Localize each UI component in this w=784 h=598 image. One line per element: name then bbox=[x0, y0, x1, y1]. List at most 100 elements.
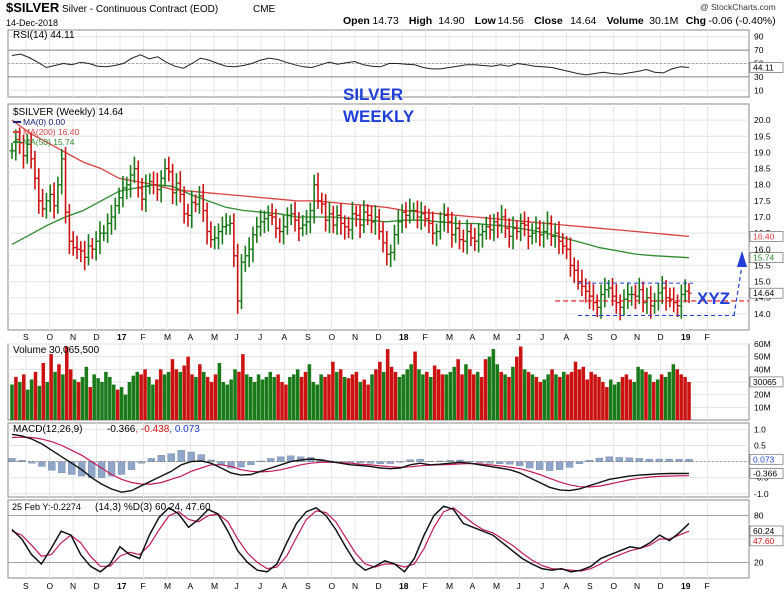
macd-histogram-bar bbox=[118, 462, 125, 475]
macd-histogram-bar bbox=[377, 462, 384, 464]
price-x-tick: D bbox=[94, 332, 100, 342]
volume-bar bbox=[14, 377, 18, 420]
volume-bar bbox=[249, 377, 253, 420]
volume-bar bbox=[660, 374, 664, 420]
macd-histogram-bar bbox=[576, 462, 583, 464]
volume-title: Volume 30,065,500 bbox=[13, 345, 100, 356]
bottom-x-tick: 18 bbox=[399, 581, 409, 591]
volume-bar bbox=[108, 377, 112, 420]
volume-bar bbox=[280, 382, 284, 420]
volume-bar bbox=[261, 379, 265, 420]
macd-histogram-bar bbox=[556, 462, 563, 470]
volume-bar bbox=[617, 382, 621, 420]
volume-bar bbox=[664, 377, 668, 420]
volume-bar bbox=[89, 387, 93, 420]
rsi-line bbox=[12, 54, 689, 75]
price-x-tick: D bbox=[658, 332, 664, 342]
volume-bar bbox=[476, 372, 480, 420]
chart-date: 14-Dec-2018 bbox=[6, 18, 58, 28]
volume-bar bbox=[77, 382, 81, 420]
volume-bar bbox=[323, 377, 327, 420]
volume-bar bbox=[45, 382, 49, 420]
volume-bar bbox=[460, 374, 464, 420]
volume-bar bbox=[511, 367, 515, 420]
volume-bar bbox=[672, 364, 676, 420]
macd-histogram-bar bbox=[506, 462, 513, 465]
bottom-x-tick: N bbox=[352, 581, 358, 591]
volume-bar bbox=[304, 372, 308, 420]
bottom-x-tick: A bbox=[564, 581, 570, 591]
close-value-flag-text: 14.64 bbox=[753, 288, 775, 298]
volume-bar bbox=[370, 374, 374, 420]
volume-bar bbox=[437, 369, 441, 420]
price-x-tick: S bbox=[587, 332, 593, 342]
price-x-tick: F bbox=[705, 332, 710, 342]
macd-histogram-bar bbox=[247, 462, 254, 465]
macd-histogram-bar bbox=[626, 458, 633, 462]
volume-bar bbox=[198, 364, 202, 420]
volume-bar bbox=[562, 372, 566, 420]
volume-bar bbox=[480, 377, 484, 420]
ohlc-label-open: Open bbox=[343, 15, 370, 27]
volume-bar bbox=[253, 382, 257, 420]
price-x-tick: N bbox=[70, 332, 76, 342]
volume-bar bbox=[570, 372, 574, 420]
volume-bar bbox=[69, 369, 73, 420]
stoch-cursor-readout: 25 Feb Y:-0.2274 bbox=[12, 502, 81, 512]
bottom-x-tick: S bbox=[305, 581, 311, 591]
price-x-tick: M bbox=[446, 332, 453, 342]
macd-histogram-bar bbox=[606, 457, 613, 462]
macd-histogram-bar bbox=[666, 459, 673, 462]
volume-bar bbox=[167, 372, 171, 420]
volume-bar bbox=[186, 357, 190, 420]
volume-bar bbox=[605, 387, 609, 420]
volume-bar bbox=[675, 369, 679, 420]
volume-bar bbox=[42, 363, 46, 420]
volume-bar bbox=[648, 374, 652, 420]
volume-bar bbox=[527, 372, 531, 420]
macd-histogram-bar bbox=[676, 459, 683, 461]
macd-histogram-bar bbox=[188, 452, 195, 462]
price-ytick: 20.0 bbox=[754, 115, 771, 125]
ohlc-value-low: 14.56 bbox=[498, 15, 524, 27]
volume-bar bbox=[34, 372, 38, 420]
volume-bar bbox=[515, 357, 519, 420]
pattern-label: XYZ bbox=[697, 289, 730, 308]
macd-histogram-bar bbox=[636, 458, 643, 461]
stoch-ytick: 20 bbox=[754, 557, 764, 567]
volume-bar bbox=[362, 379, 366, 420]
volume-bar bbox=[539, 382, 543, 420]
rsi-ytick: 90 bbox=[754, 32, 764, 42]
volume-bar bbox=[429, 377, 433, 420]
volume-bar bbox=[151, 385, 155, 420]
volume-bar bbox=[308, 364, 312, 420]
macd-title: MACD(12,26,9) bbox=[13, 424, 82, 435]
volume-bar bbox=[237, 372, 241, 420]
volume-bar bbox=[18, 382, 22, 420]
volume-bar bbox=[265, 377, 269, 420]
price-x-tick: A bbox=[564, 332, 570, 342]
bottom-x-tick: 19 bbox=[681, 581, 691, 591]
price-x-tick: J bbox=[258, 332, 262, 342]
volume-bar bbox=[225, 385, 229, 420]
volume-bar bbox=[175, 369, 179, 420]
volume-bar bbox=[550, 369, 554, 420]
volume-bar bbox=[241, 354, 245, 420]
bottom-x-tick: M bbox=[446, 581, 453, 591]
volume-bar bbox=[179, 372, 183, 420]
volume-bar bbox=[601, 382, 605, 420]
volume-bar bbox=[359, 382, 363, 420]
bottom-x-tick: M bbox=[493, 581, 500, 591]
volume-bar bbox=[257, 374, 261, 420]
volume-bar bbox=[10, 385, 14, 420]
volume-bar bbox=[300, 377, 304, 420]
price-ytick: 17.5 bbox=[754, 196, 771, 206]
price-x-tick: J bbox=[517, 332, 521, 342]
volume-bar bbox=[492, 349, 496, 420]
price-x-tick: J bbox=[540, 332, 544, 342]
macd-value-0: -0.366 bbox=[107, 424, 136, 435]
ohlc-label-chg: Chg bbox=[686, 15, 706, 27]
price-x-tick: O bbox=[611, 332, 618, 342]
rsi-current-flag-text: 44.11 bbox=[753, 62, 774, 72]
